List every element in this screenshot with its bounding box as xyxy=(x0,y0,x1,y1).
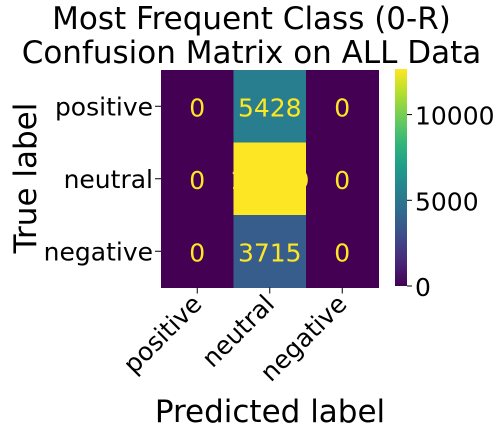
colorbar-tick-label: 5000 xyxy=(415,187,479,216)
chart-title-line-1: Most Frequent Class (0-R) xyxy=(52,1,451,37)
matrix-cell xyxy=(161,142,234,216)
colorbar-tick-label: 10000 xyxy=(415,102,495,131)
matrix-cell xyxy=(233,142,307,216)
matrix-cell xyxy=(306,142,379,216)
matrix-cell xyxy=(233,215,307,288)
colorbar xyxy=(395,69,407,286)
cell-value-label: 5428 xyxy=(238,93,302,122)
cell-value-label: 0 xyxy=(334,93,350,122)
cell-value-label: 0 xyxy=(334,166,350,195)
cell-value-label: 0 xyxy=(334,238,350,267)
chart-title-line-2: Confusion Matrix on ALL Data xyxy=(21,35,482,71)
cell-value-label: 3715 xyxy=(238,238,302,267)
y-tick-label: neutral xyxy=(64,165,153,194)
matrix-cell xyxy=(233,70,307,143)
cell-value-label: 12659 xyxy=(230,166,310,195)
cell-value-label: 0 xyxy=(189,93,205,122)
x-tick-label: positive xyxy=(118,289,208,379)
colorbar-tick-label: 0 xyxy=(415,273,431,302)
cell-value-label: 0 xyxy=(189,166,205,195)
matrix-cell xyxy=(161,215,234,288)
matrix-cell xyxy=(306,70,379,143)
matrix-cell xyxy=(161,70,234,143)
cell-value-label: 0 xyxy=(189,238,205,267)
y-tick-label: positive xyxy=(55,92,153,121)
matrix-cell xyxy=(306,215,379,288)
y-tick-label: negative xyxy=(44,237,153,266)
x-axis-label: Predicted label xyxy=(155,394,385,430)
y-axis-label: True label xyxy=(8,103,44,255)
